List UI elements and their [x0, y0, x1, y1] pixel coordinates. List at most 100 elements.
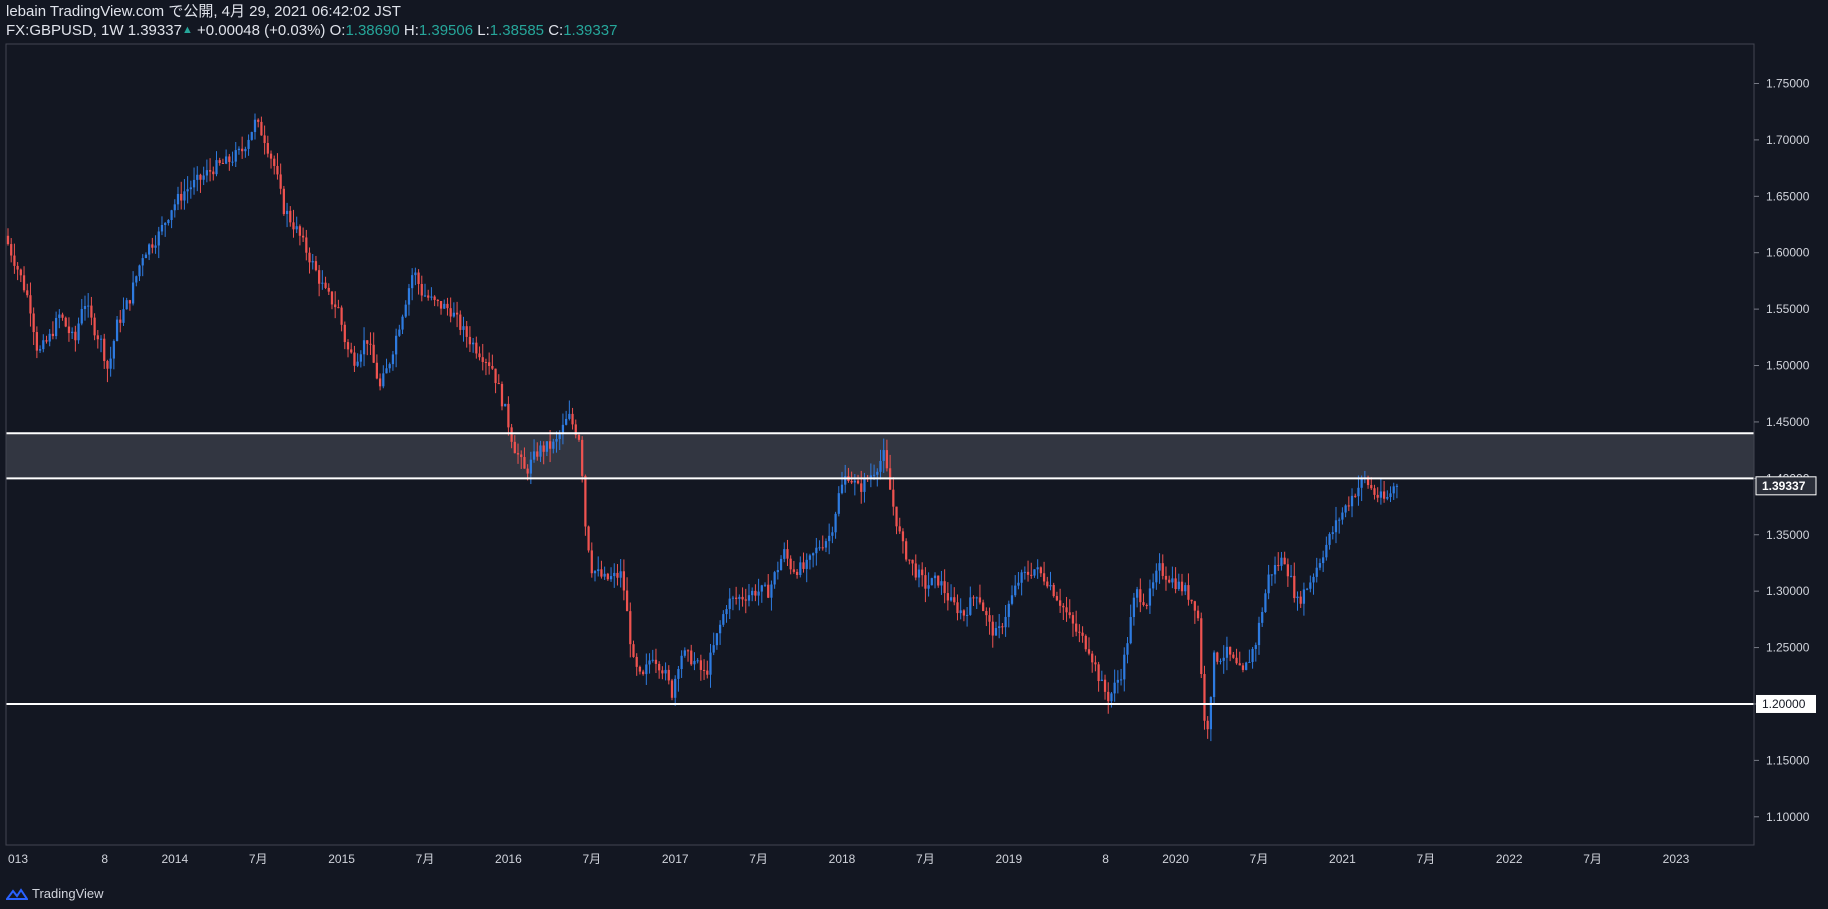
candle-body — [22, 275, 26, 291]
candle-body — [90, 305, 93, 318]
candle-body — [908, 559, 911, 561]
candle-body — [1132, 597, 1136, 618]
candle-body — [901, 531, 905, 542]
candle-body — [141, 258, 144, 266]
candle-body — [696, 660, 699, 662]
candle-body — [414, 272, 417, 276]
candle-body — [805, 559, 808, 569]
candle-body — [395, 335, 398, 355]
candle-body — [1267, 574, 1270, 594]
candle-body — [1277, 565, 1280, 567]
candle-body — [32, 313, 35, 333]
footer-brand[interactable]: TradingView — [6, 886, 104, 901]
candle-body — [35, 332, 38, 351]
candle-body — [276, 165, 279, 175]
candle-body — [529, 459, 532, 474]
candle-body — [106, 361, 109, 369]
candle-body — [940, 581, 943, 586]
candle-body — [1341, 512, 1344, 520]
candle-body — [1373, 488, 1376, 495]
candle-body — [808, 555, 812, 560]
candle-body — [436, 299, 439, 302]
candle-body — [1296, 596, 1299, 599]
candle-body — [651, 659, 654, 661]
x-tick-label: 2018 — [829, 852, 856, 866]
candle-body — [978, 597, 982, 603]
candle-body — [767, 584, 770, 598]
candle-body — [731, 597, 735, 599]
candle-body — [892, 489, 895, 507]
candle-body — [1232, 654, 1235, 658]
candle-body — [1328, 534, 1331, 545]
candle-body — [285, 210, 289, 215]
candle-body — [1193, 601, 1196, 611]
candle-body — [350, 349, 353, 353]
candle-body — [1389, 493, 1392, 498]
candle-body — [1293, 575, 1296, 599]
candle-body — [244, 148, 247, 152]
candle-body — [488, 362, 491, 367]
candle-body — [401, 316, 404, 330]
candle-body — [138, 265, 141, 277]
candle-body — [1036, 567, 1039, 570]
candle-body — [1158, 563, 1161, 571]
x-tick-label: 7月 — [582, 852, 601, 866]
candle-body — [1026, 571, 1030, 575]
candle-body — [465, 326, 468, 337]
candle-body — [1046, 581, 1049, 587]
candle-body — [115, 319, 119, 342]
candle-body — [1084, 635, 1087, 650]
candle-body — [99, 338, 103, 340]
candle-body — [42, 340, 45, 350]
y-tick-label: 1.65000 — [1766, 189, 1810, 203]
candle-body — [1331, 532, 1334, 535]
candle-body — [1155, 570, 1158, 583]
x-tick-label: 2016 — [495, 852, 522, 866]
candle-body — [876, 471, 879, 475]
candle-body — [289, 210, 292, 223]
candle-body — [1171, 578, 1174, 583]
candle-body — [455, 312, 459, 315]
candle-body — [545, 441, 549, 452]
candle-body — [680, 655, 683, 670]
candle-body — [1382, 491, 1386, 499]
candle-body — [1174, 578, 1177, 590]
candle-body — [815, 547, 818, 554]
candle-body — [718, 624, 722, 634]
level-badge-label: 1.20000 — [1762, 697, 1806, 711]
candle-body — [725, 609, 728, 615]
candle-body — [853, 480, 856, 483]
candle-body — [593, 571, 597, 574]
x-tick-label: 2021 — [1329, 852, 1356, 866]
candle-body — [131, 282, 135, 304]
candle-body — [625, 590, 629, 612]
candle-body — [565, 418, 568, 425]
candle-body — [1206, 720, 1209, 730]
candle-body — [574, 424, 577, 435]
candle-body — [196, 174, 199, 180]
candle-body — [1344, 505, 1347, 513]
candle-body — [962, 610, 966, 616]
candle-body — [205, 170, 208, 176]
candle-body — [629, 611, 632, 645]
candle-body — [471, 342, 475, 345]
candle-body — [642, 671, 645, 675]
candle-body — [494, 368, 497, 384]
candle-body — [1055, 596, 1059, 601]
candle-body — [536, 451, 539, 457]
candle-body — [1376, 494, 1379, 498]
candle-body — [93, 317, 96, 336]
candle-body — [151, 244, 154, 248]
candle-body — [520, 454, 523, 458]
candle-body — [568, 413, 571, 419]
candle-body — [885, 450, 889, 469]
candle-body — [1113, 682, 1116, 694]
candle-body — [635, 656, 638, 667]
candle-body — [263, 135, 266, 144]
x-tick-label: 7月 — [1416, 852, 1435, 866]
candle-body — [1042, 573, 1046, 582]
candle-body — [779, 558, 783, 571]
candle-body — [933, 575, 937, 579]
candle-body — [597, 569, 600, 572]
